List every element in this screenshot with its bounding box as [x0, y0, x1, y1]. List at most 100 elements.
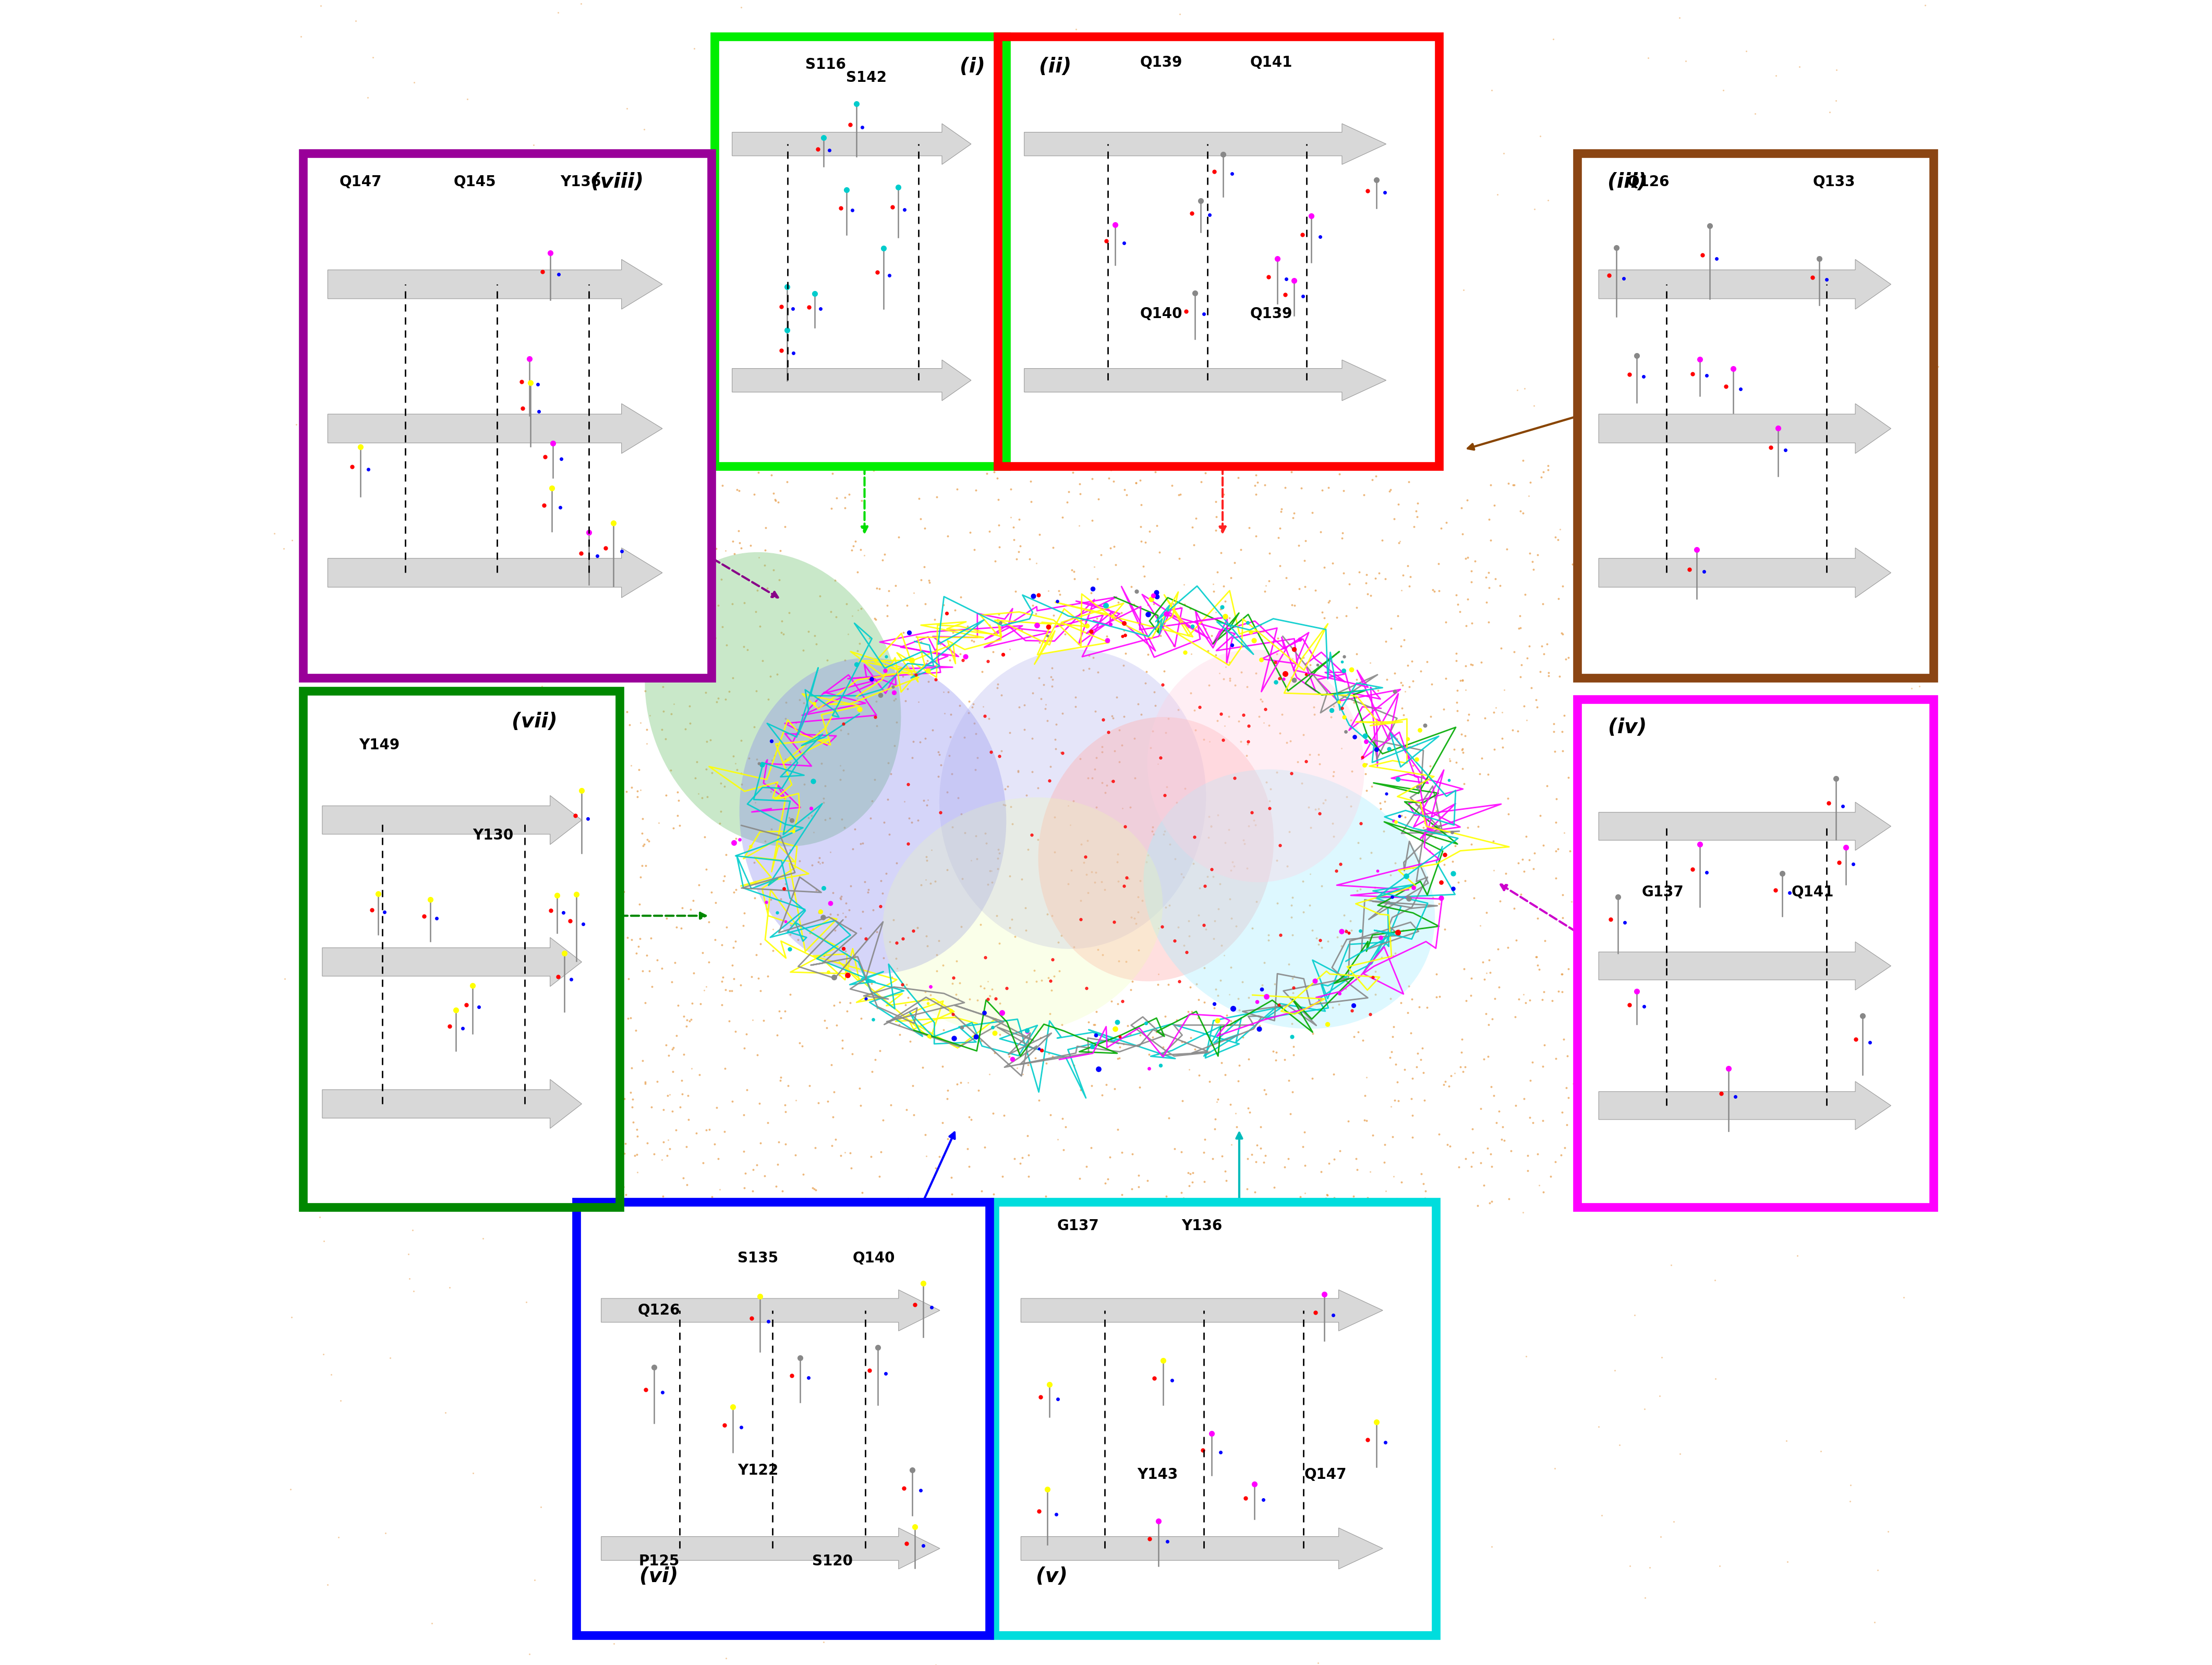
Point: [1248, 1142, 1283, 1169]
Point: [757, 486, 792, 513]
Point: [1759, 62, 1794, 88]
Point: [1394, 1066, 1429, 1092]
Point: [1336, 1182, 1371, 1209]
Point: [1520, 541, 1555, 568]
Point: [1199, 559, 1234, 586]
Point: [1528, 631, 1564, 658]
Point: [726, 1034, 761, 1061]
Point: [1385, 803, 1420, 829]
Point: [664, 1081, 699, 1107]
Point: [1517, 686, 1553, 713]
Point: [1378, 849, 1413, 876]
Point: [1469, 1001, 1504, 1027]
Point: [1197, 578, 1232, 604]
Point: [1245, 688, 1281, 714]
Point: [763, 538, 799, 564]
Point: [650, 1082, 686, 1109]
Point: [909, 793, 945, 819]
Point: [1130, 641, 1166, 668]
Point: [1230, 731, 1265, 758]
Point: [1263, 553, 1298, 579]
Point: [889, 1185, 925, 1212]
Point: [980, 846, 1015, 872]
Point: [1245, 709, 1281, 736]
Point: [1520, 952, 1555, 979]
Point: [653, 1136, 688, 1162]
Point: [980, 465, 1015, 491]
Point: [1770, 1548, 1805, 1575]
Point: [1210, 703, 1245, 729]
Point: [728, 1161, 763, 1187]
Point: [883, 1021, 918, 1047]
Bar: [303, 153, 712, 678]
Point: [993, 504, 1029, 531]
Point: [1119, 691, 1155, 718]
Point: [1407, 1087, 1442, 1114]
Point: [836, 533, 872, 559]
Point: [1077, 698, 1113, 724]
Point: [1542, 586, 1577, 613]
Point: [1515, 556, 1551, 583]
Point: [1099, 589, 1135, 616]
Point: [1099, 867, 1135, 894]
Point: [1037, 804, 1073, 831]
Point: [1208, 713, 1243, 739]
Point: [688, 1117, 723, 1144]
Point: [1471, 1011, 1506, 1037]
Point: [869, 861, 905, 887]
Point: [1091, 1166, 1126, 1192]
Point: [1203, 1049, 1239, 1076]
Point: [1201, 982, 1237, 1009]
Point: [1130, 1041, 1166, 1067]
Point: [1307, 554, 1343, 581]
FancyArrow shape: [323, 1079, 582, 1129]
Point: [1294, 500, 1329, 526]
Ellipse shape: [1144, 769, 1436, 1029]
Point: [1281, 999, 1316, 1026]
Point: [1559, 691, 1595, 718]
Point: [858, 919, 894, 946]
Point: [622, 891, 657, 917]
Point: [1349, 1184, 1385, 1210]
Point: [1053, 813, 1088, 839]
Point: [947, 819, 982, 846]
Point: [843, 914, 878, 941]
Point: [1272, 1067, 1307, 1094]
Point: [1223, 659, 1259, 686]
Point: [1214, 904, 1250, 931]
Point: [1316, 693, 1352, 719]
Point: [1055, 556, 1091, 583]
Point: [1329, 784, 1365, 811]
Point: [825, 899, 860, 926]
Point: [1632, 1553, 1668, 1580]
Point: [1513, 674, 1548, 701]
Point: [1084, 733, 1119, 759]
Point: [964, 693, 1000, 719]
Point: [900, 914, 936, 941]
Point: [1071, 643, 1106, 669]
Point: [1455, 651, 1491, 678]
Point: [1856, 1608, 1891, 1635]
Point: [1540, 836, 1575, 862]
Point: [1274, 458, 1310, 485]
Point: [885, 654, 920, 681]
Point: [1287, 1152, 1323, 1179]
Point: [717, 1019, 752, 1046]
Point: [1453, 1154, 1489, 1180]
Point: [1502, 616, 1537, 643]
Point: [1447, 771, 1482, 798]
Point: [619, 1141, 655, 1167]
Point: [973, 857, 1009, 884]
Point: [768, 513, 803, 539]
Point: [1009, 969, 1044, 996]
Point: [1190, 862, 1225, 889]
Point: [1449, 706, 1484, 733]
Point: [1318, 604, 1354, 631]
Point: [1164, 481, 1199, 508]
Point: [1473, 1190, 1509, 1217]
Point: [1272, 728, 1307, 754]
Point: [1170, 1159, 1206, 1185]
Text: G137: G137: [1057, 1219, 1099, 1234]
Point: [1150, 1104, 1186, 1131]
Point: [1035, 534, 1071, 561]
